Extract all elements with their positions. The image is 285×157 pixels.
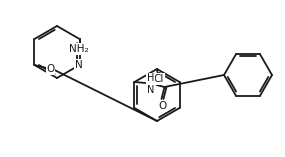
- Text: Cl: Cl: [154, 74, 164, 84]
- Text: N: N: [75, 60, 82, 70]
- Text: O: O: [46, 64, 55, 74]
- Text: NH₂: NH₂: [69, 44, 88, 54]
- Text: H
N: H N: [147, 73, 154, 95]
- Text: O: O: [158, 101, 167, 111]
